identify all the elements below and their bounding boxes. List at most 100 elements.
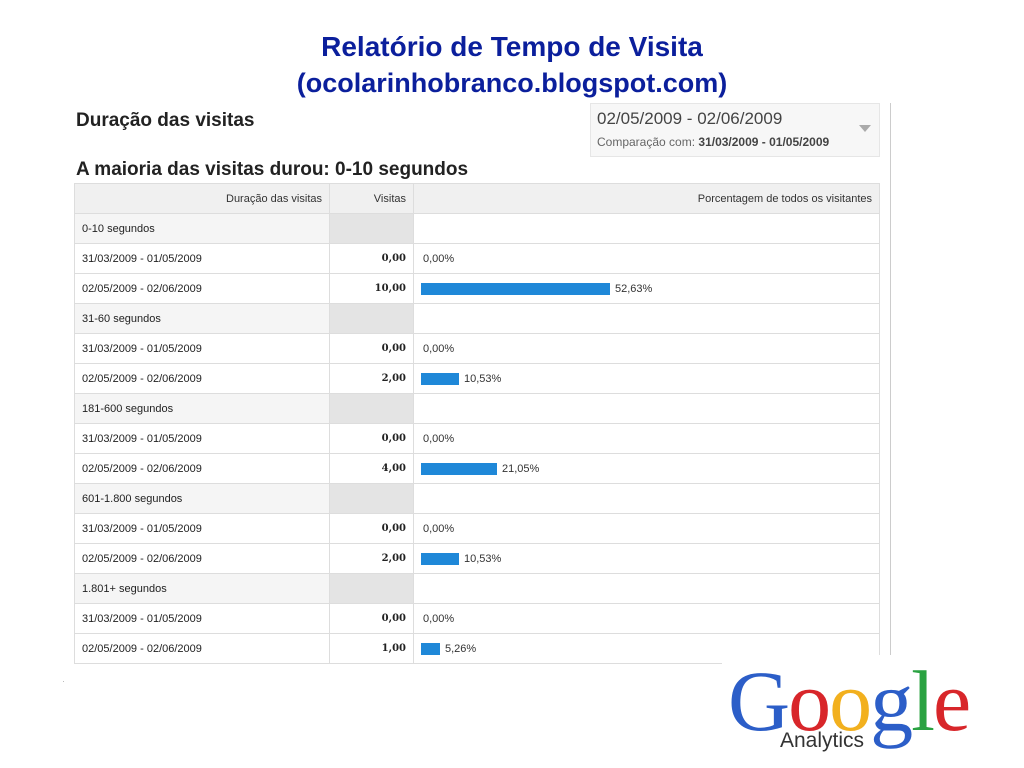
period-cell: 31/03/2009 - 01/05/2009 (74, 513, 330, 544)
percent-label: 10,53% (464, 552, 502, 565)
percent-label: 10,53% (464, 372, 502, 385)
period-cell: 31/03/2009 - 01/05/2009 (74, 423, 330, 454)
date-range-current: 02/05/2009 - 02/06/2009 (597, 109, 783, 128)
percent-cell: 0,00% (413, 423, 880, 454)
percent-cell: 10,53% (413, 363, 880, 394)
duration-bucket-label: 31-60 segundos (74, 303, 330, 334)
date-range-selector[interactable]: 02/05/2009 - 02/06/2009 Comparação com: … (590, 103, 880, 157)
percent-bar-wrap: 21,05% (421, 462, 872, 475)
group-visits-cell (329, 393, 414, 424)
column-header-duration[interactable]: Duração das visitas (74, 183, 330, 214)
table-row: 31/03/2009 - 01/05/2009 0,00 0,00% (74, 423, 880, 454)
table-row: 02/05/2009 - 02/06/2009 4,00 21,05% (74, 453, 880, 484)
table-row: 02/05/2009 - 02/06/2009 2,00 10,53% (74, 363, 880, 394)
period-cell: 02/05/2009 - 02/06/2009 (74, 453, 330, 484)
google-wordmark: Google (728, 651, 971, 751)
percent-bar-wrap: 0,00% (421, 613, 872, 625)
percent-bar (421, 282, 610, 295)
table-group-row: 601-1.800 segundos (74, 483, 880, 514)
table-row: 02/05/2009 - 02/06/2009 10,00 52,63% (74, 273, 880, 304)
percent-bar (421, 372, 459, 385)
column-header-percent[interactable]: Porcentagem de todos os visitantes (413, 183, 880, 214)
group-percent-cell (413, 303, 880, 334)
group-percent-cell (413, 213, 880, 244)
percent-label: 0,00% (423, 612, 455, 625)
percent-cell: 21,05% (413, 453, 880, 484)
percent-label: 5,26% (445, 642, 477, 655)
logo-letter: e (933, 653, 971, 749)
logo-letter: l (911, 653, 935, 749)
comparison-value: 31/03/2009 - 01/05/2009 (698, 135, 830, 149)
visits-cell: 1,00 (329, 633, 414, 664)
visits-cell: 0,00 (329, 243, 414, 274)
group-percent-cell (413, 573, 880, 604)
percent-cell: 0,00% (413, 333, 880, 364)
period-cell: 02/05/2009 - 02/06/2009 (74, 543, 330, 574)
percent-label: 52,63% (615, 282, 653, 295)
logo-letter: o (788, 653, 831, 749)
period-cell: 31/03/2009 - 01/05/2009 (74, 333, 330, 364)
percent-cell: 52,63% (413, 273, 880, 304)
table-row: 31/03/2009 - 01/05/2009 0,00 0,00% (74, 603, 880, 634)
group-visits-cell (329, 573, 414, 604)
percent-label: 0,00% (423, 342, 455, 355)
date-range-comparison: Comparação com: 31/03/2009 - 01/05/2009 (597, 135, 829, 149)
visits-cell: 0,00 (329, 423, 414, 454)
visits-cell: 2,00 (329, 363, 414, 394)
visits-cell: 4,00 (329, 453, 414, 484)
percent-label: 0,00% (423, 432, 455, 445)
slide-subtitle: (ocolarinhobranco.blogspot.com) (296, 68, 728, 98)
percent-cell: 0,00% (413, 513, 880, 544)
group-visits-cell (329, 213, 414, 244)
table-row: 31/03/2009 - 01/05/2009 0,00 0,00% (74, 513, 880, 544)
logo-letter: o (829, 653, 872, 749)
period-cell: 02/05/2009 - 02/06/2009 (74, 363, 330, 394)
percent-bar-wrap: 10,53% (421, 372, 872, 385)
table-row: 31/03/2009 - 01/05/2009 0,00 0,00% (74, 333, 880, 364)
duration-bucket-label: 1.801+ segundos (74, 573, 330, 604)
duration-bucket-label: 601-1.800 segundos (74, 483, 330, 514)
group-percent-cell (413, 393, 880, 424)
table-row: 02/05/2009 - 02/06/2009 2,00 10,53% (74, 543, 880, 574)
logo-letter: G (728, 653, 790, 749)
visits-cell: 0,00 (329, 333, 414, 364)
percent-bar (421, 642, 440, 655)
table-group-row: 181-600 segundos (74, 393, 880, 424)
percent-bar-wrap: 52,63% (421, 282, 872, 295)
table-group-row: 31-60 segundos (74, 303, 880, 334)
visits-cell: 10,00 (329, 273, 414, 304)
visit-duration-table: Duração das visitas Visitas Porcentagem … (74, 183, 880, 664)
table-group-row: 1.801+ segundos (74, 573, 880, 604)
percent-bar-wrap: 0,00% (421, 253, 872, 265)
slide-title: Relatório de Tempo de Visita (321, 31, 703, 62)
logo-letter: g (870, 653, 913, 749)
percent-cell: 0,00% (413, 243, 880, 274)
percent-bar-wrap: 0,00% (421, 433, 872, 445)
duration-bucket-label: 0-10 segundos (74, 213, 330, 244)
table-header-row: Duração das visitas Visitas Porcentagem … (74, 183, 880, 214)
column-header-visits[interactable]: Visitas (329, 183, 414, 214)
group-visits-cell (329, 303, 414, 334)
comparison-label: Comparação com: (597, 135, 696, 149)
chevron-down-icon[interactable] (859, 125, 871, 132)
report-headline: A maioria das visitas durou: 0-10 segund… (76, 159, 469, 180)
percent-cell: 0,00% (413, 603, 880, 634)
panel-border (890, 103, 891, 659)
percent-bar (421, 462, 497, 475)
percent-cell: 10,53% (413, 543, 880, 574)
table-body: 0-10 segundos 31/03/2009 - 01/05/2009 0,00… (74, 213, 880, 664)
analytics-label: Analytics (780, 729, 865, 752)
visits-cell: 2,00 (329, 543, 414, 574)
visits-cell: 0,00 (329, 513, 414, 544)
visits-cell: 0,00 (329, 603, 414, 634)
duration-bucket-label: 181-600 segundos (74, 393, 330, 424)
period-cell: 31/03/2009 - 01/05/2009 (74, 243, 330, 274)
percent-bar (421, 552, 459, 565)
percent-label: 21,05% (502, 462, 540, 475)
percent-label: 0,00% (423, 522, 455, 535)
percent-bar-wrap: 5,26% (421, 642, 872, 655)
group-percent-cell (413, 483, 880, 514)
table-row: 31/03/2009 - 01/05/2009 0,00 0,00% (74, 243, 880, 274)
stray-dot (63, 681, 64, 682)
period-cell: 02/05/2009 - 02/06/2009 (74, 633, 330, 664)
